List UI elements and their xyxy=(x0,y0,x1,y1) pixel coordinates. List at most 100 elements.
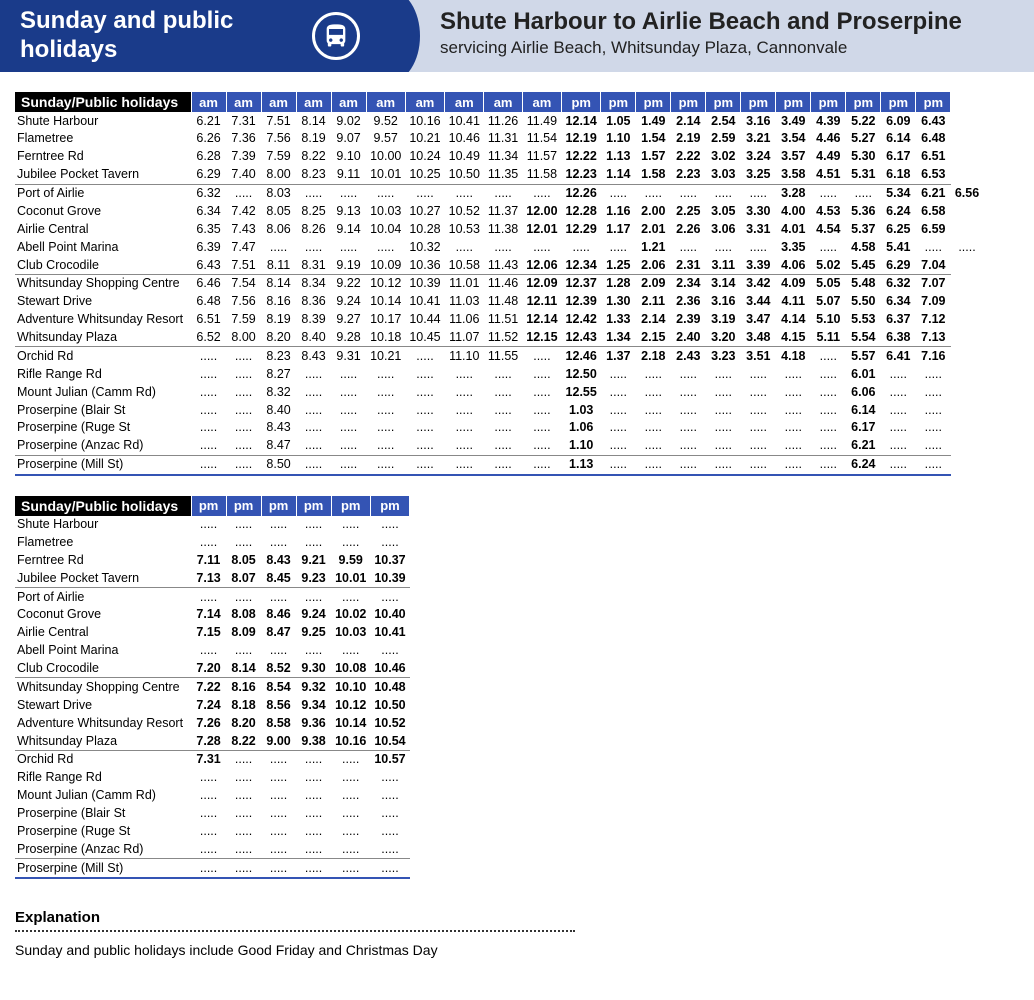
period-header: pm xyxy=(846,92,881,112)
time-cell: 2.14 xyxy=(636,311,671,329)
time-cell: 2.26 xyxy=(671,220,706,238)
time-cell: ..... xyxy=(671,401,706,419)
time-cell: 3.06 xyxy=(706,220,741,238)
time-cell: 10.00 xyxy=(366,148,405,166)
time-cell: 8.05 xyxy=(261,202,296,220)
time-cell: ..... xyxy=(226,401,261,419)
time-cell: 5.05 xyxy=(811,274,846,292)
time-cell: 5.10 xyxy=(811,311,846,329)
time-cell: ..... xyxy=(445,365,484,383)
stop-name: Mount Julian (Camm Rd) xyxy=(15,787,191,805)
time-cell: ..... xyxy=(776,455,811,474)
time-cell: 10.45 xyxy=(405,329,444,347)
time-cell: 1.16 xyxy=(601,202,636,220)
time-cell: ..... xyxy=(191,533,226,551)
time-cell: 1.57 xyxy=(636,148,671,166)
time-cell: 3.31 xyxy=(741,220,776,238)
time-cell: 6.17 xyxy=(881,148,916,166)
time-cell: 6.37 xyxy=(881,311,916,329)
time-cell: 7.14 xyxy=(191,606,226,624)
time-cell: ..... xyxy=(191,805,226,823)
period-header: pm xyxy=(562,92,601,112)
stop-name: Flametree xyxy=(15,533,191,551)
time-cell: 5.45 xyxy=(846,256,881,274)
time-cell: 8.14 xyxy=(226,660,261,678)
time-cell: ..... xyxy=(445,238,484,256)
time-cell: 9.00 xyxy=(261,732,296,750)
time-cell: 7.39 xyxy=(226,148,261,166)
time-cell: 10.03 xyxy=(331,624,370,642)
time-cell: ..... xyxy=(706,365,741,383)
time-cell: 8.50 xyxy=(261,455,296,474)
time-cell: ..... xyxy=(296,455,331,474)
time-cell: ..... xyxy=(296,238,331,256)
time-cell: ..... xyxy=(636,419,671,437)
time-cell: 6.58 xyxy=(916,202,951,220)
time-cell: ..... xyxy=(191,455,226,474)
time-cell: ..... xyxy=(522,419,561,437)
time-cell: ..... xyxy=(671,455,706,474)
time-cell: ..... xyxy=(405,419,444,437)
time-cell: ..... xyxy=(261,516,296,534)
time-cell: ..... xyxy=(331,642,370,660)
stop-name: Whitsunday Shopping Centre xyxy=(15,678,191,696)
stop-name: Stewart Drive xyxy=(15,696,191,714)
time-cell: 7.56 xyxy=(261,130,296,148)
time-cell: 4.49 xyxy=(811,148,846,166)
time-cell: ..... xyxy=(226,533,261,551)
time-cell: 3.05 xyxy=(706,202,741,220)
time-cell: ..... xyxy=(366,365,405,383)
time-cell: ..... xyxy=(331,401,366,419)
time-cell: 4.18 xyxy=(776,347,811,365)
time-cell: 10.16 xyxy=(405,112,444,130)
time-cell: 7.40 xyxy=(226,166,261,184)
time-cell: 10.27 xyxy=(405,202,444,220)
stop-name: Port of Airlie xyxy=(15,184,191,202)
time-cell: 3.57 xyxy=(776,148,811,166)
time-cell: 8.23 xyxy=(261,347,296,365)
time-cell: 2.00 xyxy=(636,202,671,220)
time-cell: ..... xyxy=(601,455,636,474)
time-cell: 7.47 xyxy=(226,238,261,256)
stop-name: Orchid Rd xyxy=(15,347,191,365)
period-header: am xyxy=(522,92,561,112)
time-cell: 9.11 xyxy=(331,166,366,184)
time-cell: 1.58 xyxy=(636,166,671,184)
time-cell: ..... xyxy=(811,238,846,256)
time-cell: 10.21 xyxy=(405,130,444,148)
time-cell: ..... xyxy=(601,437,636,455)
time-cell: 10.49 xyxy=(445,148,484,166)
time-cell: 7.16 xyxy=(916,347,951,365)
time-cell: 1.14 xyxy=(601,166,636,184)
time-cell: ..... xyxy=(331,455,366,474)
time-cell: 5.30 xyxy=(846,148,881,166)
time-cell: 3.44 xyxy=(741,293,776,311)
time-cell: ..... xyxy=(776,383,811,401)
stop-name: Jubilee Pocket Tavern xyxy=(15,166,191,184)
time-cell: 9.34 xyxy=(296,696,331,714)
time-cell: 5.02 xyxy=(811,256,846,274)
time-cell: ..... xyxy=(331,822,370,840)
time-cell: 10.50 xyxy=(370,696,409,714)
time-cell: ..... xyxy=(636,184,671,202)
time-cell: ..... xyxy=(811,347,846,365)
time-cell: ..... xyxy=(445,437,484,455)
time-cell: ..... xyxy=(484,238,522,256)
time-cell: 4.15 xyxy=(776,329,811,347)
time-cell: 2.19 xyxy=(671,130,706,148)
time-cell: 10.52 xyxy=(370,714,409,732)
stop-name: Whitsunday Plaza xyxy=(15,732,191,750)
time-cell: 1.10 xyxy=(562,437,601,455)
time-cell: ..... xyxy=(405,184,444,202)
time-cell: 6.06 xyxy=(846,383,881,401)
period-header: am xyxy=(331,92,366,112)
time-cell: 6.51 xyxy=(916,148,951,166)
time-cell: ..... xyxy=(261,642,296,660)
time-cell: ..... xyxy=(331,588,370,606)
time-cell: ..... xyxy=(226,383,261,401)
time-cell: 12.29 xyxy=(562,220,601,238)
time-cell: ..... xyxy=(671,365,706,383)
time-cell: 7.24 xyxy=(191,696,226,714)
time-cell: 12.15 xyxy=(522,329,561,347)
time-cell: 3.20 xyxy=(706,329,741,347)
